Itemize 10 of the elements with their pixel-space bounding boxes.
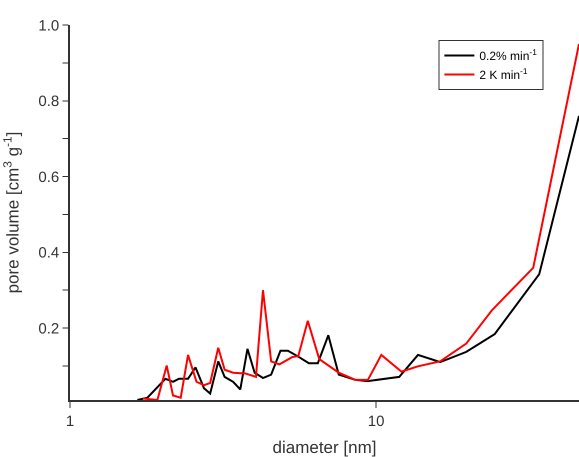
y-tick-label: 0.8 [38, 93, 60, 110]
y-tick-label: 0.2 [38, 320, 60, 338]
legend-label: 0.2% min$^{-1}$ [479, 47, 538, 64]
x-tick-label: 1 [66, 412, 74, 430]
y-tick-label: 0.4 [38, 244, 60, 262]
x-axis-title: diameter [nm] [272, 438, 376, 457]
y-tick-label: 1.0 [38, 17, 60, 34]
y-tick-label: 0.6 [38, 168, 60, 186]
x-tick-label: 10 [368, 412, 384, 430]
legend-label: 2 K min$^{-1}$ [479, 66, 528, 82]
